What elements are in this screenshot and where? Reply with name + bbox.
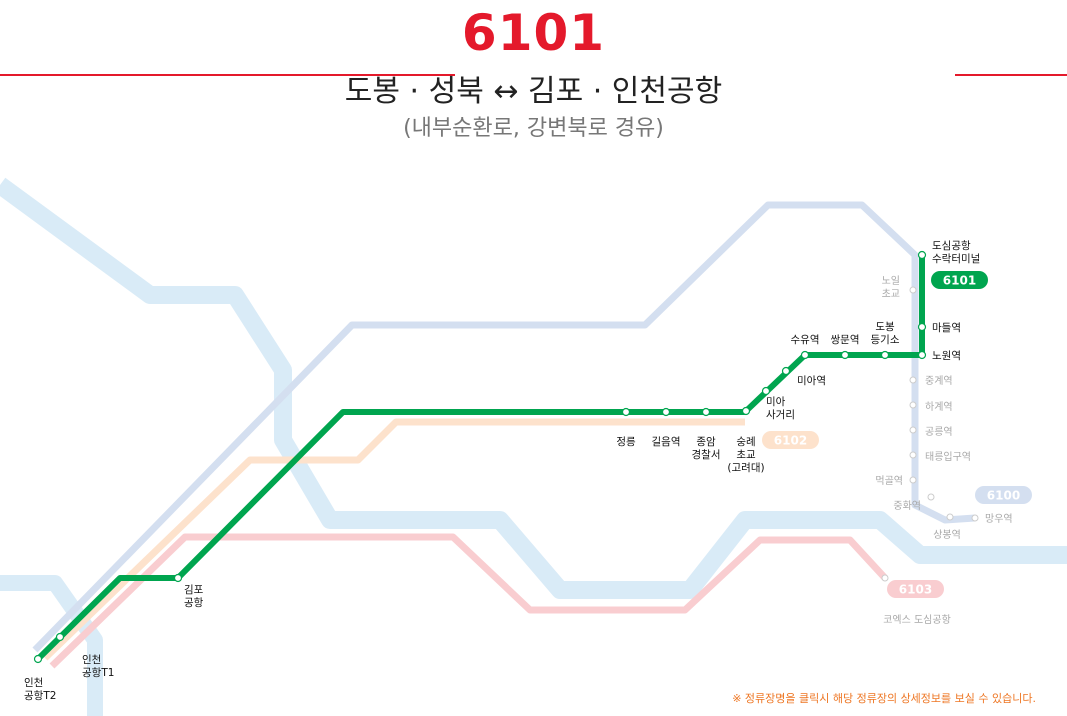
stop-label-gireum[interactable]: 길음역 xyxy=(652,435,681,448)
route-badge-6103: 6103 xyxy=(887,580,944,598)
route-number: 6101 xyxy=(461,4,606,62)
stop-icn-t2[interactable] xyxy=(33,654,43,664)
other-stop-meokgol xyxy=(909,476,917,484)
stop-label-jeongneung[interactable]: 정릉 xyxy=(616,436,636,448)
stop-label-nowon[interactable]: 노원역 xyxy=(932,350,961,362)
stop-gireum[interactable] xyxy=(661,407,671,417)
route-badge-6102-bg xyxy=(762,431,819,449)
route-title: 도봉 · 성북 ↔ 김포 · 인천공항 xyxy=(344,74,723,109)
route-subtitle: (내부순환로, 강변북로 경유) xyxy=(403,116,664,141)
other-stop-label-taereung: 태릉입구역 xyxy=(925,450,971,463)
stop-label-jongam[interactable]: 종암 경찰서 xyxy=(692,436,721,461)
other-stop-taereung xyxy=(909,451,917,459)
stop-mandeul[interactable] xyxy=(917,322,927,332)
other-stop-hagye xyxy=(909,401,917,409)
click-notice: ※ 정류장명을 클릭시 해당 정류장의 상세정보를 보실 수 있습니다. xyxy=(732,692,1036,705)
other-stop-label-noil: 노일 초교 xyxy=(882,275,900,300)
route-6100-line xyxy=(32,201,976,653)
route-badge-6102-label: 6102 xyxy=(774,434,807,448)
stop-mia[interactable] xyxy=(781,366,791,376)
route-badge-6101-bg xyxy=(931,271,988,289)
stop-jeongneung[interactable] xyxy=(621,407,631,417)
han-river xyxy=(0,177,1067,599)
other-stop-mangu xyxy=(971,514,979,522)
other-stop-label-mangu: 망우역 xyxy=(985,513,1013,525)
stop-label-suyu[interactable]: 수유역 xyxy=(791,334,820,346)
stop-jongam[interactable] xyxy=(701,407,711,417)
header-divider-right xyxy=(955,74,1067,76)
other-stop-label-sangbong: 상봉역 xyxy=(933,529,961,541)
other-stop-label-gongneung: 공릉역 xyxy=(925,426,953,438)
route-badge-6100-label: 6100 xyxy=(987,489,1020,503)
stop-label-icn-t1[interactable]: 인천 공항T1 xyxy=(82,654,114,679)
route-badge-6100: 6100 xyxy=(975,486,1032,504)
other-stop-noil xyxy=(909,286,917,294)
other-stop-junghwa xyxy=(927,493,935,501)
other-stop-label-meokgol: 먹골역 xyxy=(875,475,903,487)
other-stop-junggye xyxy=(909,376,917,384)
route-badge-6101-label: 6101 xyxy=(943,274,976,288)
route-badge-6101: 6101 xyxy=(931,271,988,289)
stop-mia-sageori[interactable] xyxy=(761,386,771,396)
stop-ssangmun[interactable] xyxy=(840,350,850,360)
other-stop-sangbong xyxy=(946,513,954,521)
stop-dobong-gigiso[interactable] xyxy=(880,350,890,360)
other-stop-label-hagye: 하계역 xyxy=(925,400,953,413)
other-stop-coex xyxy=(881,574,889,582)
other-stop-label-junghwa: 중화역 xyxy=(893,500,921,512)
stop-sungrye[interactable] xyxy=(741,406,751,416)
stop-label-icn-t2[interactable]: 인천 공항T2 xyxy=(24,677,56,702)
stop-dosim[interactable] xyxy=(917,250,927,260)
route-badge-6103-bg xyxy=(887,580,944,598)
stop-gimpo[interactable] xyxy=(173,573,183,583)
stop-label-gimpo[interactable]: 김포 공항 xyxy=(184,584,204,609)
route-6101-line xyxy=(35,255,925,662)
other-stop-label-junggye: 중계역 xyxy=(925,375,953,387)
route-6103-line xyxy=(49,533,888,669)
stop-label-dobong-gigiso[interactable]: 도봉 등기소 xyxy=(871,321,900,346)
route-badge-6100-bg xyxy=(975,486,1032,504)
route-badge-6102: 6102 xyxy=(762,431,819,449)
stop-label-mandeul[interactable]: 마들역 xyxy=(932,322,961,334)
stop-label-ssangmun[interactable]: 쌍문역 xyxy=(831,334,860,346)
header-divider-left xyxy=(0,74,455,76)
stop-icn-t1[interactable] xyxy=(55,632,65,642)
route-6102-line xyxy=(42,418,745,661)
stop-suyu[interactable] xyxy=(800,350,810,360)
stop-label-mia-sageori[interactable]: 미아 사거리 xyxy=(766,396,795,421)
route-badge-6103-label: 6103 xyxy=(899,583,932,597)
stop-label-sungrye[interactable]: 숭례 초교 (고려대) xyxy=(727,436,764,474)
other-stop-label-coex: 코엑스 도심공항 xyxy=(883,614,951,626)
stop-label-mia[interactable]: 미아역 xyxy=(797,375,826,387)
other-stop-gongneung xyxy=(909,426,917,434)
stop-label-dosim[interactable]: 도심공항 수락터미널 xyxy=(932,240,980,265)
stop-nowon[interactable] xyxy=(917,350,927,360)
